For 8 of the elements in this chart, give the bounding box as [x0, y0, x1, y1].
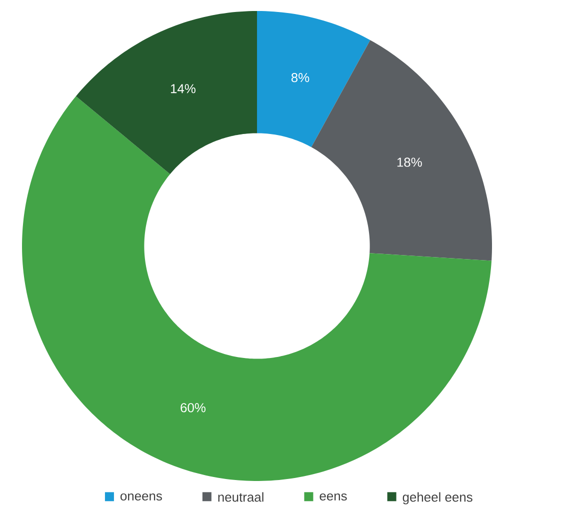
legend-label: geheel eens [402, 492, 472, 504]
data-label: 18% [397, 158, 422, 167]
data-label: 60% [180, 403, 206, 412]
legend-label: eens [320, 493, 347, 501]
legend-label: neutraal [218, 492, 264, 502]
data-label: 14% [170, 84, 196, 94]
data-label: 8% [291, 72, 310, 82]
legend-label: oneens [120, 493, 162, 501]
